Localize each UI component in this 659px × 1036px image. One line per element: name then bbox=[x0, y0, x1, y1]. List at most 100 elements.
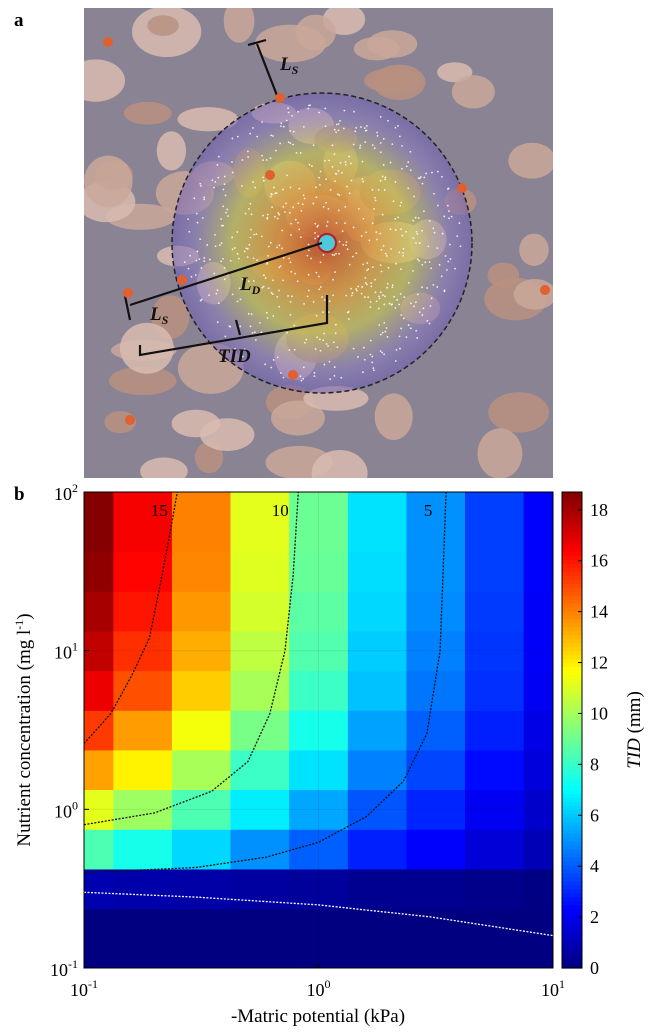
colorbar-step bbox=[562, 531, 582, 537]
colorbar-step bbox=[562, 634, 582, 640]
nutrient-dot bbox=[287, 295, 289, 297]
heatmap-cell bbox=[230, 511, 290, 553]
nutrient-dot bbox=[458, 222, 461, 224]
colorbar-step bbox=[562, 880, 582, 886]
nutrient-dot bbox=[262, 285, 265, 288]
nutrient-dot bbox=[293, 324, 296, 327]
nutrient-dot bbox=[252, 181, 255, 183]
nutrient-dot bbox=[454, 267, 456, 270]
nutrient-dot bbox=[281, 229, 284, 232]
heatmap-cell bbox=[171, 511, 232, 553]
nutrient-dot bbox=[436, 204, 439, 207]
nutrient-dot bbox=[249, 202, 252, 205]
soil-grain bbox=[519, 233, 549, 267]
colorbar-step bbox=[562, 944, 582, 949]
colorbar-step bbox=[562, 682, 582, 687]
nutrient-dot bbox=[244, 212, 247, 215]
nutrient-dot bbox=[313, 375, 316, 378]
colorbar-step bbox=[562, 892, 582, 898]
annotation-sub: S bbox=[292, 63, 299, 77]
nutrient-dot bbox=[338, 252, 340, 255]
colorbar-step bbox=[562, 757, 582, 763]
nutrient-dot bbox=[418, 311, 421, 314]
heatmap-cell bbox=[230, 948, 290, 968]
nutrient-dot bbox=[397, 124, 399, 127]
nutrient-dot bbox=[318, 111, 320, 114]
colorbar-step bbox=[562, 856, 582, 862]
heatmap-cell bbox=[464, 492, 525, 513]
nutrient-dot bbox=[334, 271, 336, 274]
nutrient-dot bbox=[282, 125, 285, 128]
colorbar-tick-label: 12 bbox=[590, 653, 608, 673]
colorbar-step bbox=[562, 495, 582, 501]
nutrient-dot bbox=[337, 129, 340, 132]
nutrient-dot bbox=[240, 184, 243, 187]
nutrient-dot bbox=[250, 213, 253, 216]
contours: 15 10 5 bbox=[84, 492, 553, 937]
nutrient-dot bbox=[305, 338, 308, 341]
nutrient-dot bbox=[272, 315, 275, 317]
tick-exponent: 1 bbox=[559, 977, 565, 991]
heatmap-cell bbox=[113, 630, 173, 672]
nutrient-dot bbox=[346, 248, 349, 251]
nutrient-dot bbox=[234, 347, 236, 350]
nutrient-dot bbox=[425, 172, 428, 175]
colorbar-step bbox=[562, 872, 582, 878]
colorbar-unit: (mm) bbox=[624, 691, 645, 733]
nutrient-dot bbox=[344, 222, 346, 224]
nutrient-dot bbox=[327, 345, 329, 347]
nutrient-dot bbox=[379, 264, 382, 266]
colorbar-step bbox=[562, 908, 582, 914]
nutrient-dot bbox=[203, 198, 206, 201]
nutrient-dot bbox=[214, 180, 217, 183]
nutrient-dot bbox=[314, 231, 316, 234]
colorbar-step bbox=[562, 916, 582, 921]
nutrient-dot bbox=[243, 348, 246, 351]
nutrient-dot bbox=[413, 195, 415, 198]
nutrient-dot bbox=[282, 256, 285, 259]
nutrient-dot bbox=[387, 119, 389, 122]
heatmap-cell bbox=[464, 829, 525, 870]
nutrient-dot bbox=[398, 335, 401, 338]
y-label-end: ) bbox=[14, 613, 35, 619]
soil-grain bbox=[177, 107, 239, 132]
heatmap-cell bbox=[523, 551, 553, 592]
nutrient-dot bbox=[203, 257, 206, 259]
colorbar-step bbox=[562, 852, 582, 858]
heatmap-cell bbox=[523, 829, 553, 870]
colorbar-step bbox=[562, 551, 582, 557]
annotation-sub: S bbox=[162, 313, 169, 327]
nutrient-dot bbox=[214, 233, 216, 236]
nutrient-dot bbox=[333, 374, 336, 377]
nutrient-dot bbox=[262, 159, 265, 161]
heatmap-cell bbox=[523, 591, 553, 632]
nutrient-dot bbox=[241, 159, 244, 161]
nutrient-dot bbox=[231, 161, 233, 163]
nutrient-dot bbox=[289, 186, 292, 189]
tick-exponent: -1 bbox=[88, 977, 98, 991]
colorbar-step bbox=[562, 904, 582, 910]
heatmap-cell bbox=[113, 670, 173, 711]
nutrient-dot bbox=[357, 207, 360, 210]
nutrient-dot bbox=[377, 188, 380, 191]
heatmap-cell bbox=[84, 868, 114, 910]
nutrient-dot bbox=[265, 159, 268, 161]
nutrient-dot bbox=[394, 360, 397, 362]
colorbar-step bbox=[562, 587, 582, 592]
colorbar-step bbox=[562, 761, 582, 767]
heatmap-cell bbox=[289, 710, 349, 751]
nutrient-dot bbox=[214, 245, 217, 248]
nutrient-dot bbox=[231, 236, 234, 239]
nutrient-dot bbox=[379, 291, 382, 294]
nutrient-dot bbox=[353, 110, 355, 113]
colorbar-step bbox=[562, 718, 582, 723]
nutrient-dot bbox=[375, 238, 378, 241]
colorbar-step bbox=[562, 535, 582, 541]
soil-grain bbox=[477, 428, 523, 478]
nutrient-dot bbox=[307, 249, 310, 252]
nutrient-dot bbox=[421, 264, 424, 266]
colorbar-step bbox=[562, 662, 582, 668]
nutrient-dot bbox=[261, 154, 263, 157]
heatmap-cell bbox=[347, 511, 408, 553]
nutrient-dot bbox=[254, 339, 257, 341]
